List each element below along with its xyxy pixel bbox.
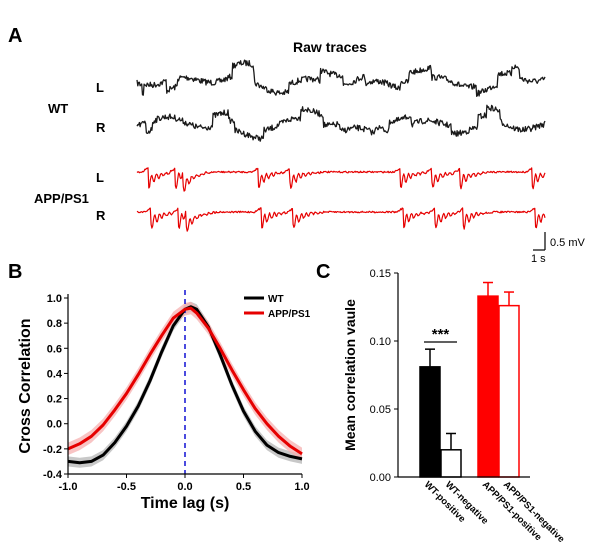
y-tick-label: 0.8 xyxy=(47,318,62,330)
y-tick-label: 0.15 xyxy=(370,268,391,280)
panel-a-letter: A xyxy=(8,25,22,47)
y-tick-label: 0.2 xyxy=(47,394,62,406)
legend-label: APP/PS1 xyxy=(268,309,311,320)
wt-channel-r-label: R xyxy=(96,120,106,135)
significance-label: *** xyxy=(432,326,450,343)
app-channel-r-label: R xyxy=(96,208,106,223)
chart-b-axes: -0.4 -0.2 0.0 0.2 0.4 0.6 0.8 1.0 -1.0 -0.5 0.0 0.5… xyxy=(43,293,310,493)
x-tick-label: -0.5 xyxy=(117,481,136,493)
bar xyxy=(440,449,462,478)
y-tick-label: -0.4 xyxy=(43,469,63,481)
y-tick-label: 0.4 xyxy=(47,368,63,380)
x-tick-label: 0.5 xyxy=(236,481,251,493)
bar xyxy=(498,304,520,478)
chart-c-axes: 0.00 0.05 0.10 0.15 xyxy=(370,268,530,484)
chart-c-y-axis-label: Mean correlation vaule xyxy=(342,299,358,451)
wt-r-trace xyxy=(136,104,546,142)
panel-c-letter: C xyxy=(316,261,330,283)
legend-label: WT xyxy=(268,294,284,305)
bar xyxy=(477,295,499,478)
wt-l-trace xyxy=(136,59,546,97)
y-tick-label: 0.0 xyxy=(47,419,62,431)
bar xyxy=(419,366,441,478)
chart-b-x-axis-label: Time lag (s) xyxy=(141,495,230,512)
y-tick-label: -0.2 xyxy=(43,444,62,456)
x-tick-label: 0.0 xyxy=(177,481,192,493)
scale-bar: 0.5 mV 1 s xyxy=(531,232,586,265)
panel-b-letter: B xyxy=(8,261,22,283)
chart-b-legend: WT APP/PS1 xyxy=(244,294,311,320)
y-tick-label: 1.0 xyxy=(47,293,62,305)
chart-b-y-axis-label: Cross Correlation xyxy=(17,318,34,453)
x-tick-label: 1.0 xyxy=(294,481,309,493)
y-tick-label: 0.10 xyxy=(370,336,391,348)
cross-correlation-chart: -0.4 -0.2 0.0 0.2 0.4 0.6 0.8 1.0 -1.0 -0.5 0.0 0.5… xyxy=(17,290,311,512)
wt-group-label: WT xyxy=(48,101,68,116)
mean-correlation-chart: WT-positiveWT-negativeAPP/PS1-positiveAP… xyxy=(342,268,567,545)
app-l-trace xyxy=(136,167,546,192)
app-group-label: APP/PS1 xyxy=(34,191,89,206)
app-r-trace xyxy=(136,207,546,232)
wt-channel-l-label: L xyxy=(96,80,104,95)
panel-a-title: Raw traces xyxy=(293,39,367,55)
significance-marker: *** xyxy=(424,326,457,343)
x-tick-label: -1.0 xyxy=(59,481,78,493)
scale-bar-time-label: 1 s xyxy=(531,253,546,265)
y-tick-label: 0.00 xyxy=(370,472,391,484)
series-line-1 xyxy=(67,306,303,456)
app-channel-l-label: L xyxy=(96,170,104,185)
scale-bar-voltage-label: 0.5 mV xyxy=(550,237,586,249)
y-tick-label: 0.6 xyxy=(47,343,62,355)
y-tick-label: 0.05 xyxy=(370,404,391,416)
